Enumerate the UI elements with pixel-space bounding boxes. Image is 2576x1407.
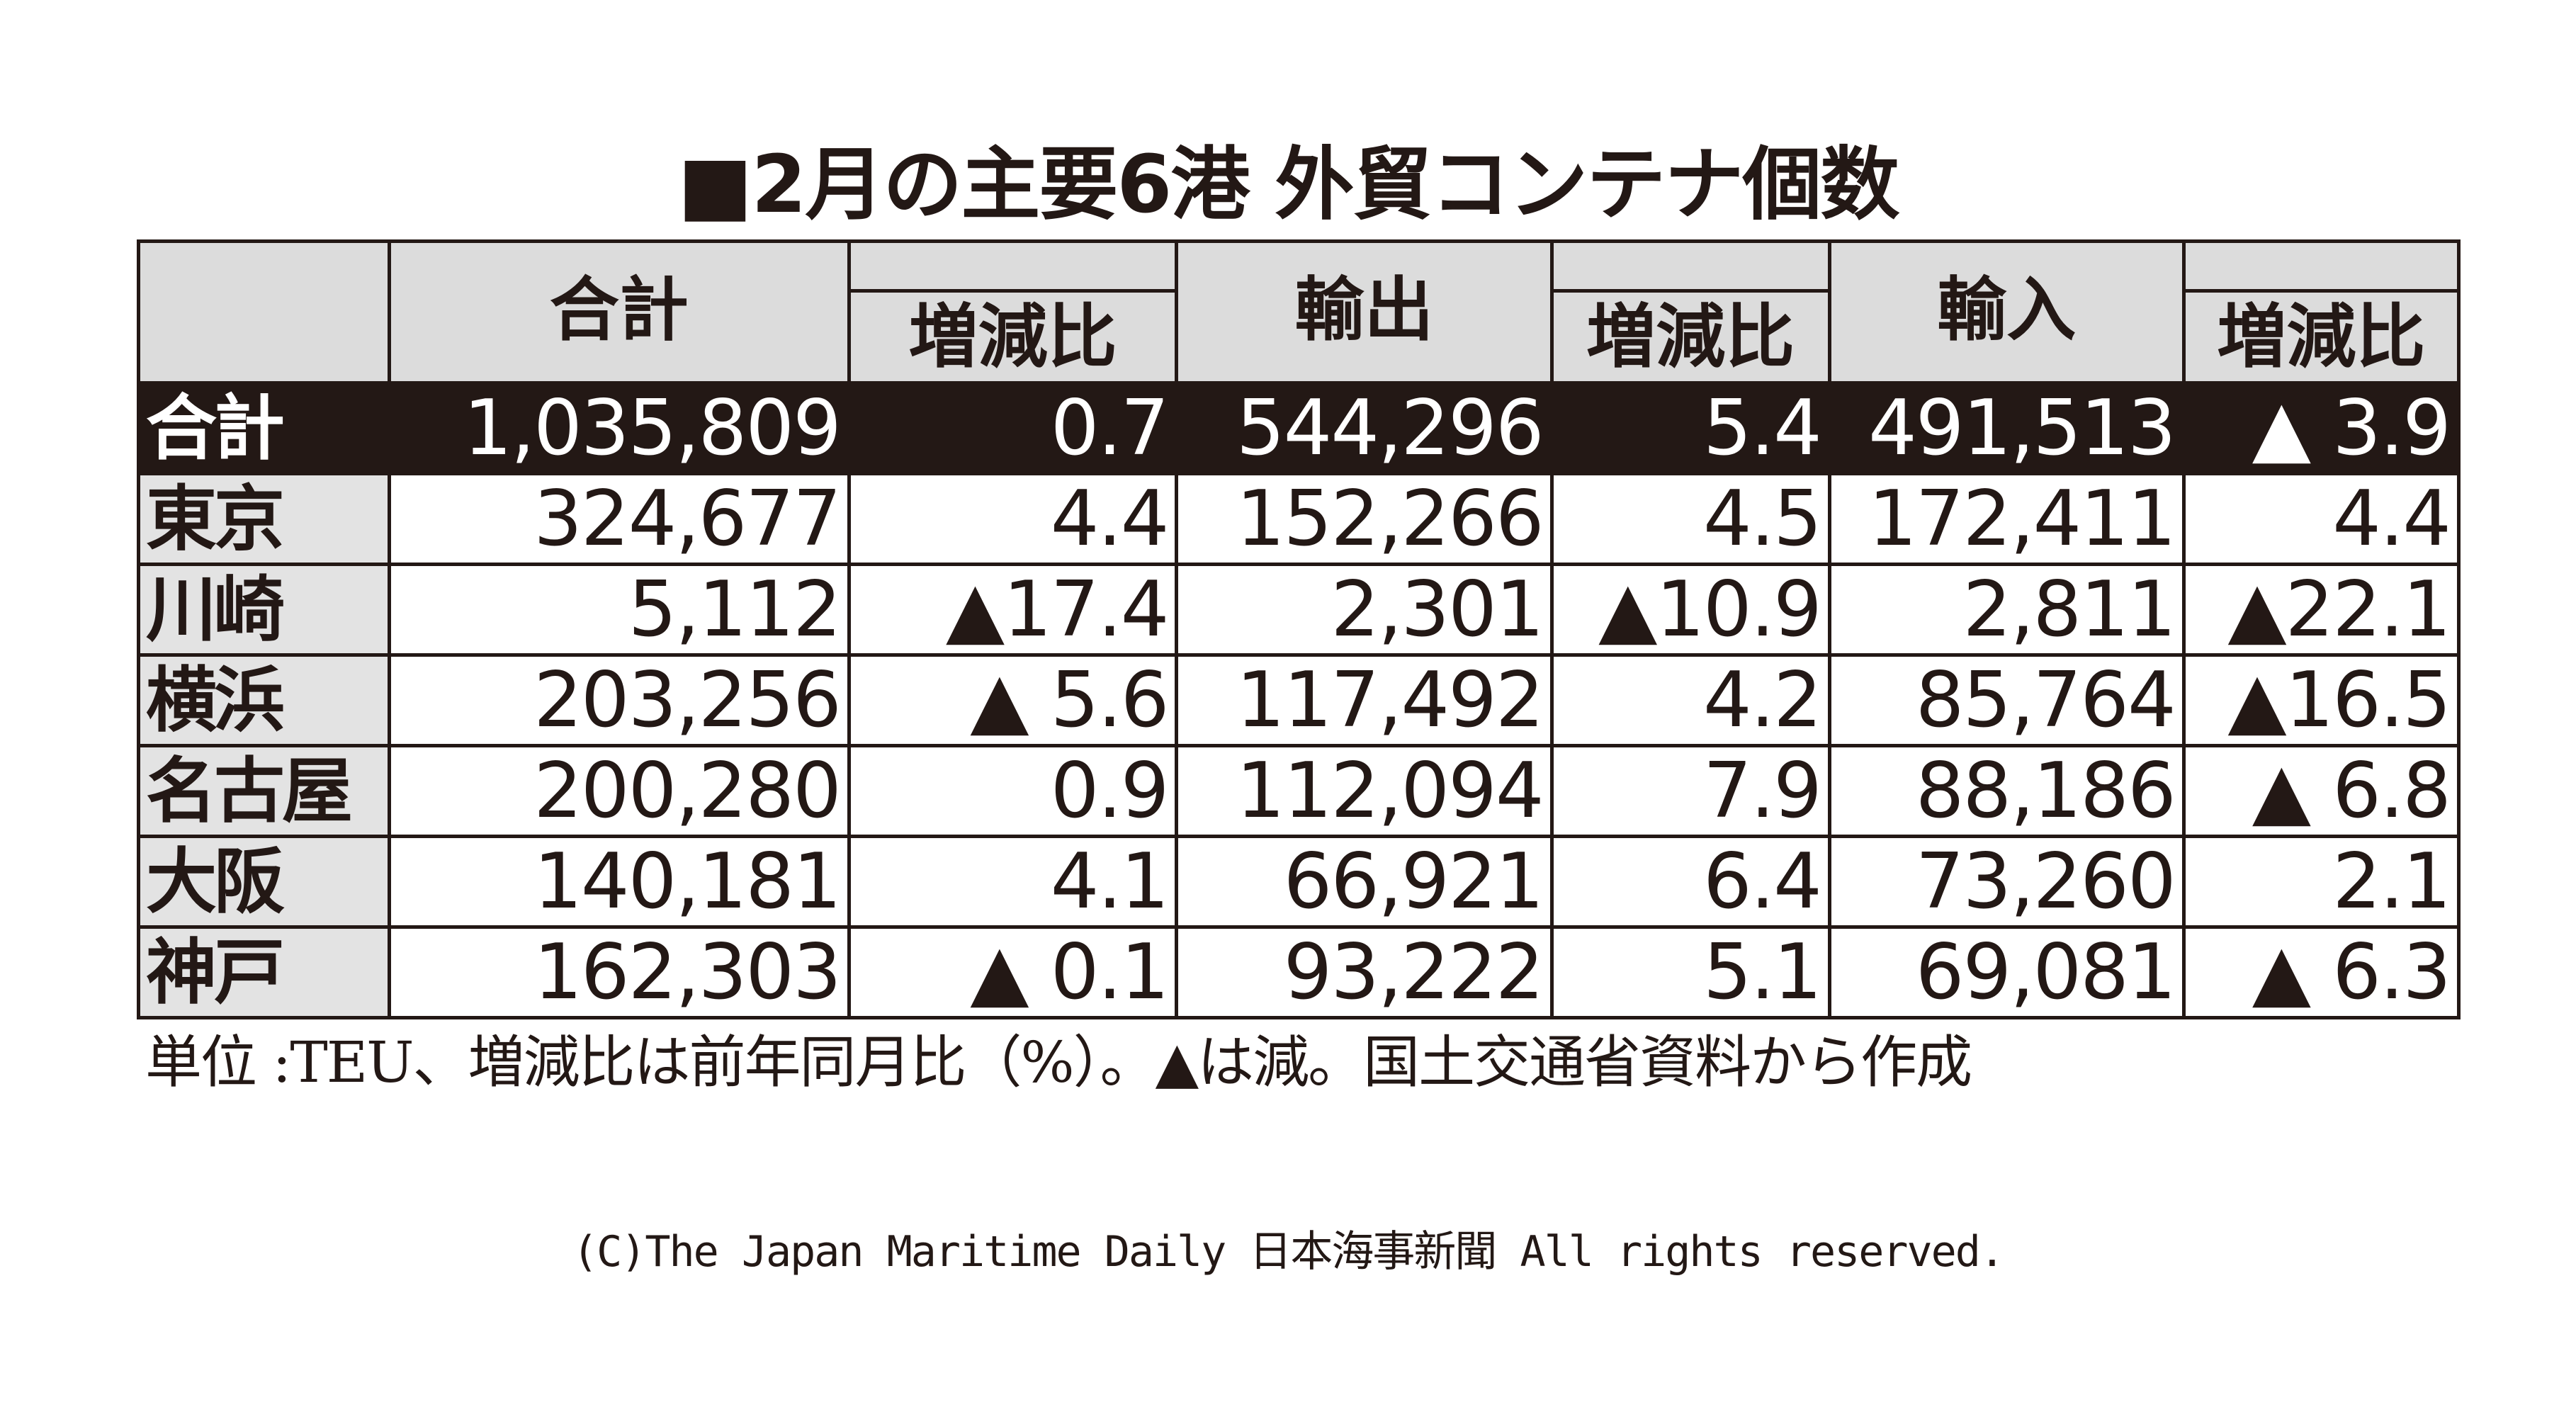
table-row-nagoya: 名古屋 200,280 0.9 112,094 7.9 88,186 ▲ 6.8 [136, 744, 2461, 838]
cell-export-change: ▲10.9 [1549, 563, 1831, 657]
cell-export-change: 5.4 [1549, 381, 1831, 475]
cell-export-change: 4.2 [1549, 653, 1831, 747]
unit-note: 単位 :TEU、増減比は前年同月比（%）。▲は減。国土交通省資料から作成 [145, 1029, 1972, 1095]
header-gap-import [2181, 239, 2461, 291]
cell-export-change: 5.1 [1549, 925, 1831, 1019]
table-row-tokyo: 東京 324,677 4.4 152,266 4.5 172,411 4.4 [136, 472, 2461, 566]
header-export: 輸出 [1175, 239, 1554, 385]
header-corner [136, 239, 392, 385]
cell-import-change: ▲ 6.8 [2181, 744, 2461, 838]
cell-import: 491,513 [1827, 381, 2186, 475]
cell-import-change: 2.1 [2181, 835, 2461, 929]
table-row-osaka: 大阪 140,181 4.1 66,921 6.4 73,260 2.1 [136, 835, 2461, 929]
header-import-change: 増減比 [2181, 289, 2461, 385]
cell-total-change: ▲ 5.6 [847, 653, 1179, 747]
table-row-total: 合計 1,035,809 0.7 544,296 5.4 491,513 ▲ 3… [136, 381, 2461, 475]
header-gap-export [1549, 239, 1831, 291]
cell-export: 66,921 [1175, 835, 1554, 929]
header-gap-total [847, 239, 1179, 291]
row-label: 横浜 [136, 653, 392, 747]
cell-import-change: ▲ 3.9 [2181, 381, 2461, 475]
cell-export-change: 7.9 [1549, 744, 1831, 838]
cell-total: 324,677 [388, 472, 851, 566]
table-row-yokohama: 横浜 203,256 ▲ 5.6 117,492 4.2 85,764 ▲16.… [136, 653, 2461, 747]
cell-total: 1,035,809 [388, 381, 851, 475]
cell-total: 162,303 [388, 925, 851, 1019]
container-table: 合計 輸出 輸入 増減比 増減比 増減比 合計 1,035,809 0.7 54… [136, 239, 2461, 1019]
cell-import: 85,764 [1827, 653, 2186, 747]
cell-export-change: 4.5 [1549, 472, 1831, 566]
cell-import-change: ▲16.5 [2181, 653, 2461, 747]
cell-total: 5,112 [388, 563, 851, 657]
header-import: 輸入 [1827, 239, 2186, 385]
cell-export: 112,094 [1175, 744, 1554, 838]
chart-title: ■2月の主要6港 外貿コンテナ個数 [677, 139, 1900, 231]
cell-export-change: 6.4 [1549, 835, 1831, 929]
cell-export: 544,296 [1175, 381, 1554, 475]
cell-import: 2,811 [1827, 563, 2186, 657]
cell-total-change: 0.7 [847, 381, 1179, 475]
cell-total-change: 4.1 [847, 835, 1179, 929]
table-row-kobe: 神戸 162,303 ▲ 0.1 93,222 5.1 69,081 ▲ 6.3 [136, 925, 2461, 1019]
row-label: 合計 [136, 381, 392, 475]
header-export-change: 増減比 [1549, 289, 1831, 385]
cell-export: 152,266 [1175, 472, 1554, 566]
row-label: 川崎 [136, 563, 392, 657]
cell-total: 203,256 [388, 653, 851, 747]
header-total: 合計 [388, 239, 851, 385]
cell-total: 200,280 [388, 744, 851, 838]
cell-export: 93,222 [1175, 925, 1554, 1019]
cell-export: 117,492 [1175, 653, 1554, 747]
cell-total: 140,181 [388, 835, 851, 929]
cell-total-change: 0.9 [847, 744, 1179, 838]
cell-import-change: ▲ 6.3 [2181, 925, 2461, 1019]
cell-import: 172,411 [1827, 472, 2186, 566]
cell-total-change: ▲17.4 [847, 563, 1179, 657]
cell-import-change: ▲22.1 [2181, 563, 2461, 657]
cell-import-change: 4.4 [2181, 472, 2461, 566]
copyright-notice: (C)The Japan Maritime Daily 日本海事新聞 All r… [572, 1227, 2005, 1277]
row-label: 神戸 [136, 925, 392, 1019]
row-label: 東京 [136, 472, 392, 566]
cell-import: 88,186 [1827, 744, 2186, 838]
cell-total-change: 4.4 [847, 472, 1179, 566]
cell-export: 2,301 [1175, 563, 1554, 657]
header-total-change: 増減比 [847, 289, 1179, 385]
row-label: 大阪 [136, 835, 392, 929]
table-row-kawasaki: 川崎 5,112 ▲17.4 2,301 ▲10.9 2,811 ▲22.1 [136, 563, 2461, 657]
cell-total-change: ▲ 0.1 [847, 925, 1179, 1019]
row-label: 名古屋 [136, 744, 392, 838]
cell-import: 69,081 [1827, 925, 2186, 1019]
cell-import: 73,260 [1827, 835, 2186, 929]
